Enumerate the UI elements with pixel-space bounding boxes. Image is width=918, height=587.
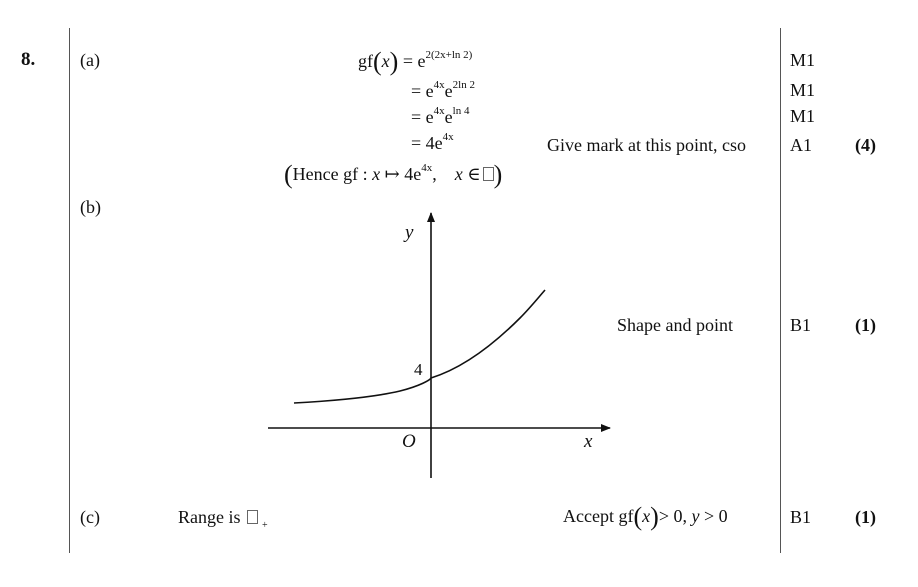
part-a-mark-4: A1 [790, 135, 812, 155]
part-c-total: (1) [855, 507, 876, 527]
reals-symbol-icon [247, 510, 258, 524]
part-a-line-2: = e4xe2ln 2 [411, 79, 475, 101]
graph-intercept-label: 4 [414, 360, 423, 379]
part-a-mark-1: M1 [790, 50, 816, 70]
part-c-mark: B1 [790, 507, 812, 527]
part-c-accept: Accept gf(x)> 0, y > 0 [563, 502, 728, 531]
part-a-line-3: = e4xeln 4 [411, 105, 470, 127]
part-a-hence-line: (Hence gf : x ↦ 4e4x, x ∈) [284, 160, 503, 189]
part-a-label: (a) [80, 50, 100, 70]
part-b-label: (b) [80, 197, 101, 217]
marks-column-rule [780, 28, 781, 553]
reals-symbol-icon [482, 167, 494, 181]
part-a-mark-3: M1 [790, 106, 816, 126]
part-a-note: Give mark at this point, cso [547, 135, 746, 155]
graph-y-label: y [405, 222, 414, 243]
graph-x-label: x [584, 431, 593, 452]
part-a-mark-2: M1 [790, 80, 816, 100]
part-a-total: (4) [855, 135, 876, 155]
part-b-mark: B1 [790, 315, 812, 335]
part-a-line-1: gf(x) = e2(2x+ln 2) [358, 47, 473, 76]
curve-4e4x [293, 289, 546, 404]
part-a-line-4: = 4e4x [411, 131, 454, 153]
left-column-rule [69, 28, 70, 553]
question-number: 8. [21, 49, 36, 70]
part-c-range: Range is + [178, 507, 268, 531]
part-c-label: (c) [80, 507, 100, 527]
part-b-note: Shape and point [617, 315, 733, 335]
graph-origin-label: O [402, 431, 416, 452]
part-b-total: (1) [855, 315, 876, 335]
